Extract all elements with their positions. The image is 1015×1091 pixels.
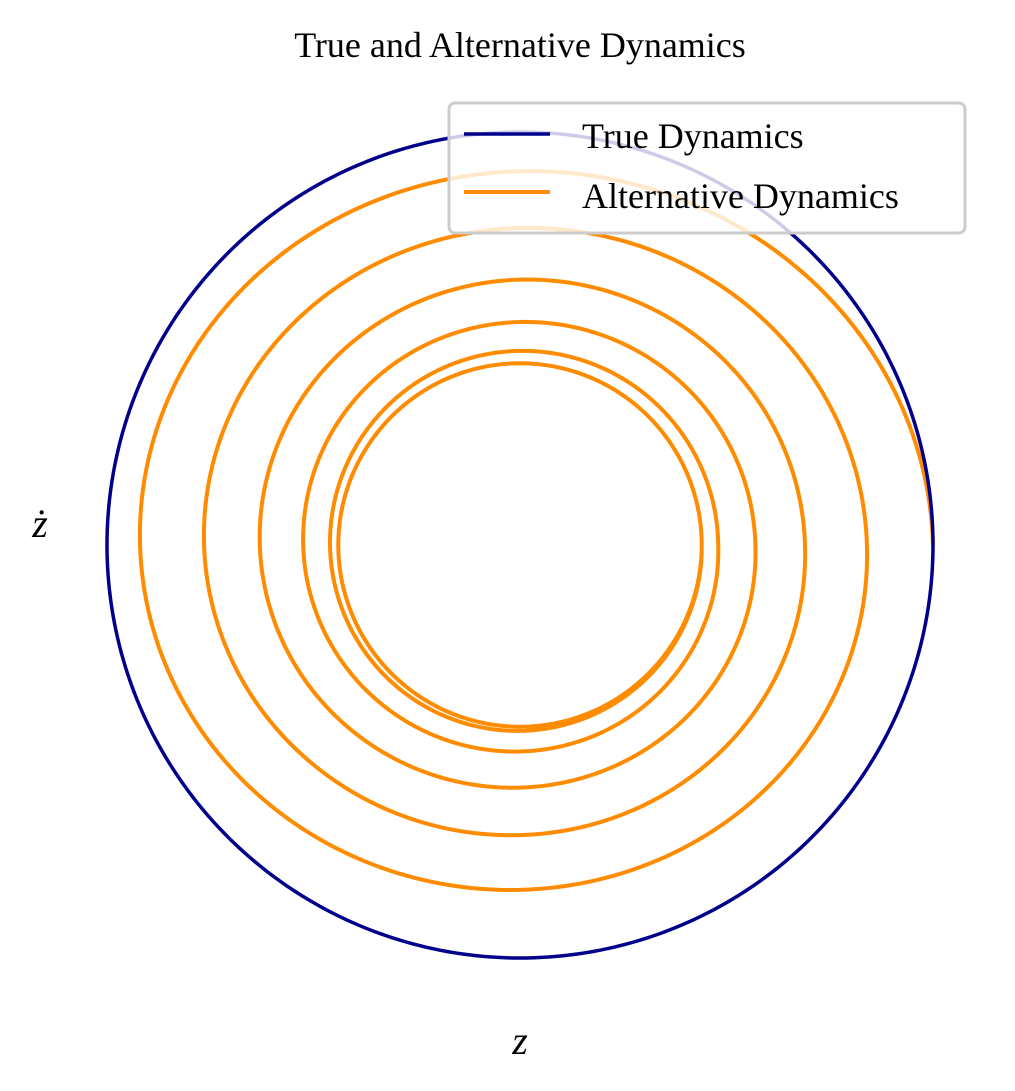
legend: True Dynamics Alternative Dynamics <box>447 101 967 235</box>
legend-label-true-dynamics: True Dynamics <box>582 116 804 156</box>
y-axis-label: ż <box>31 501 48 546</box>
plot-area <box>105 130 935 960</box>
alternative-dynamics-curve <box>137 169 935 892</box>
chart-title: True and Alternative Dynamics <box>294 25 746 65</box>
legend-frame <box>447 101 967 235</box>
x-axis-label: z <box>511 1018 528 1063</box>
legend-label-alternative-dynamics: Alternative Dynamics <box>582 176 899 216</box>
